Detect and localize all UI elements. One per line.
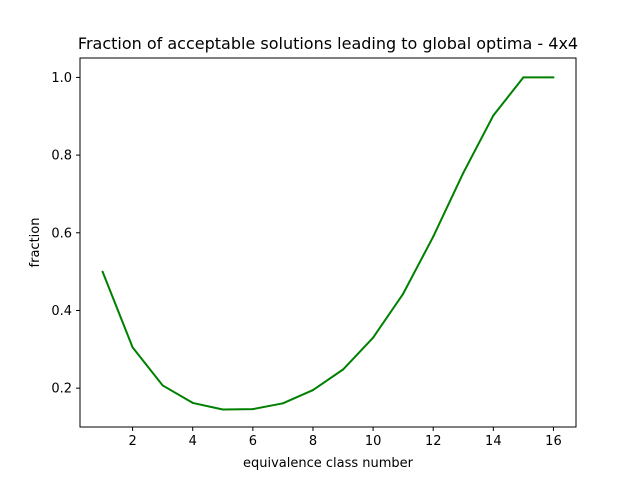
- y-tick-label: 0.8: [51, 149, 72, 164]
- data-point: [221, 408, 224, 411]
- data-point: [281, 402, 284, 405]
- data-point: [432, 235, 435, 238]
- plot-area: [79, 57, 577, 428]
- x-tick-label: 4: [189, 434, 197, 449]
- x-tick-label: 16: [545, 434, 562, 449]
- x-tick-label: 2: [128, 434, 136, 449]
- y-tick-label: 0.6: [51, 226, 72, 241]
- y-tick-label: 1.0: [51, 71, 72, 86]
- y-tick-label: 0.2: [51, 382, 72, 397]
- data-point: [191, 401, 194, 404]
- data-point: [342, 368, 345, 371]
- data-point: [372, 336, 375, 339]
- data-point: [522, 76, 525, 79]
- data-point: [161, 384, 164, 387]
- x-tick-label: 10: [365, 434, 382, 449]
- data-point: [552, 76, 555, 79]
- data-point: [462, 171, 465, 174]
- chart-title: Fraction of acceptable solutions leading…: [78, 34, 578, 53]
- data-point: [101, 270, 104, 273]
- x-tick-label: 14: [485, 434, 502, 449]
- series-line: [101, 76, 554, 411]
- data-point: [131, 346, 134, 349]
- x-tick-label: 6: [249, 434, 257, 449]
- x-tick-label: 12: [425, 434, 442, 449]
- data-point: [492, 114, 495, 117]
- x-axis-label: equivalence class number: [243, 456, 414, 471]
- y-tick-label: 0.4: [51, 304, 72, 319]
- y-axis-label: fraction: [28, 218, 43, 268]
- data-point: [311, 389, 314, 392]
- x-tick-label: 8: [309, 434, 317, 449]
- x-axis: 2 4 6 8 10 12 14 16: [128, 427, 562, 449]
- data-point: [251, 408, 254, 411]
- y-axis: 0.2 0.4 0.6 0.8 1.0: [51, 71, 80, 397]
- series-layer: [101, 76, 555, 411]
- data-point: [402, 292, 405, 295]
